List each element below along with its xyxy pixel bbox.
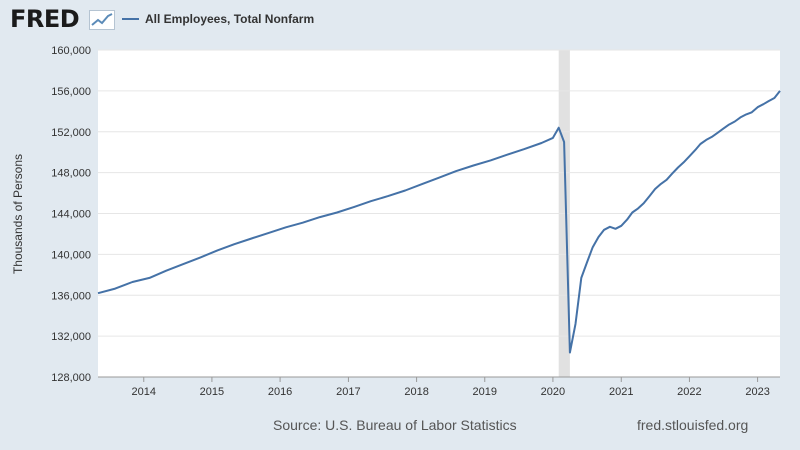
x-tick-label: 2016 [268,386,292,398]
x-tick-label: 2020 [541,386,565,398]
y-tick-label: 160,000 [51,45,91,57]
x-tick-label: 2023 [745,386,769,398]
fred-logo[interactable]: FRED [10,5,80,33]
x-tick-label: 2017 [336,386,360,398]
x-tick-label: 2018 [404,386,428,398]
y-tick-label: 140,000 [51,249,91,261]
y-tick-label: 152,000 [51,127,91,139]
y-tick-label: 136,000 [51,290,91,302]
x-tick-label: 2021 [609,386,633,398]
y-tick-label: 132,000 [51,331,91,343]
header: FRED All Employees, Total Nonfarm [0,0,800,40]
legend-label[interactable]: All Employees, Total Nonfarm [145,12,315,26]
y-axis-label: Thousands of Persons [11,153,26,274]
y-tick-label: 156,000 [51,86,91,98]
y-tick-label: 144,000 [51,209,91,221]
x-tick-label: 2022 [677,386,701,398]
legend: All Employees, Total Nonfarm [122,10,314,28]
x-tick-label: 2019 [473,386,497,398]
y-tick-label: 128,000 [51,372,91,384]
y-tick-label: 148,000 [51,168,91,180]
x-tick-label: 2015 [200,386,224,398]
source-note: Source: U.S. Bureau of Labor Statistics [273,417,517,433]
site-link[interactable]: fred.stlouisfed.org [637,417,749,433]
legend-swatch [122,18,139,20]
x-tick-label: 2014 [132,386,156,398]
series-line [97,90,781,354]
y-axis-label-wrap: Thousands of Persons [6,50,30,377]
trend-line-icon [89,10,115,30]
